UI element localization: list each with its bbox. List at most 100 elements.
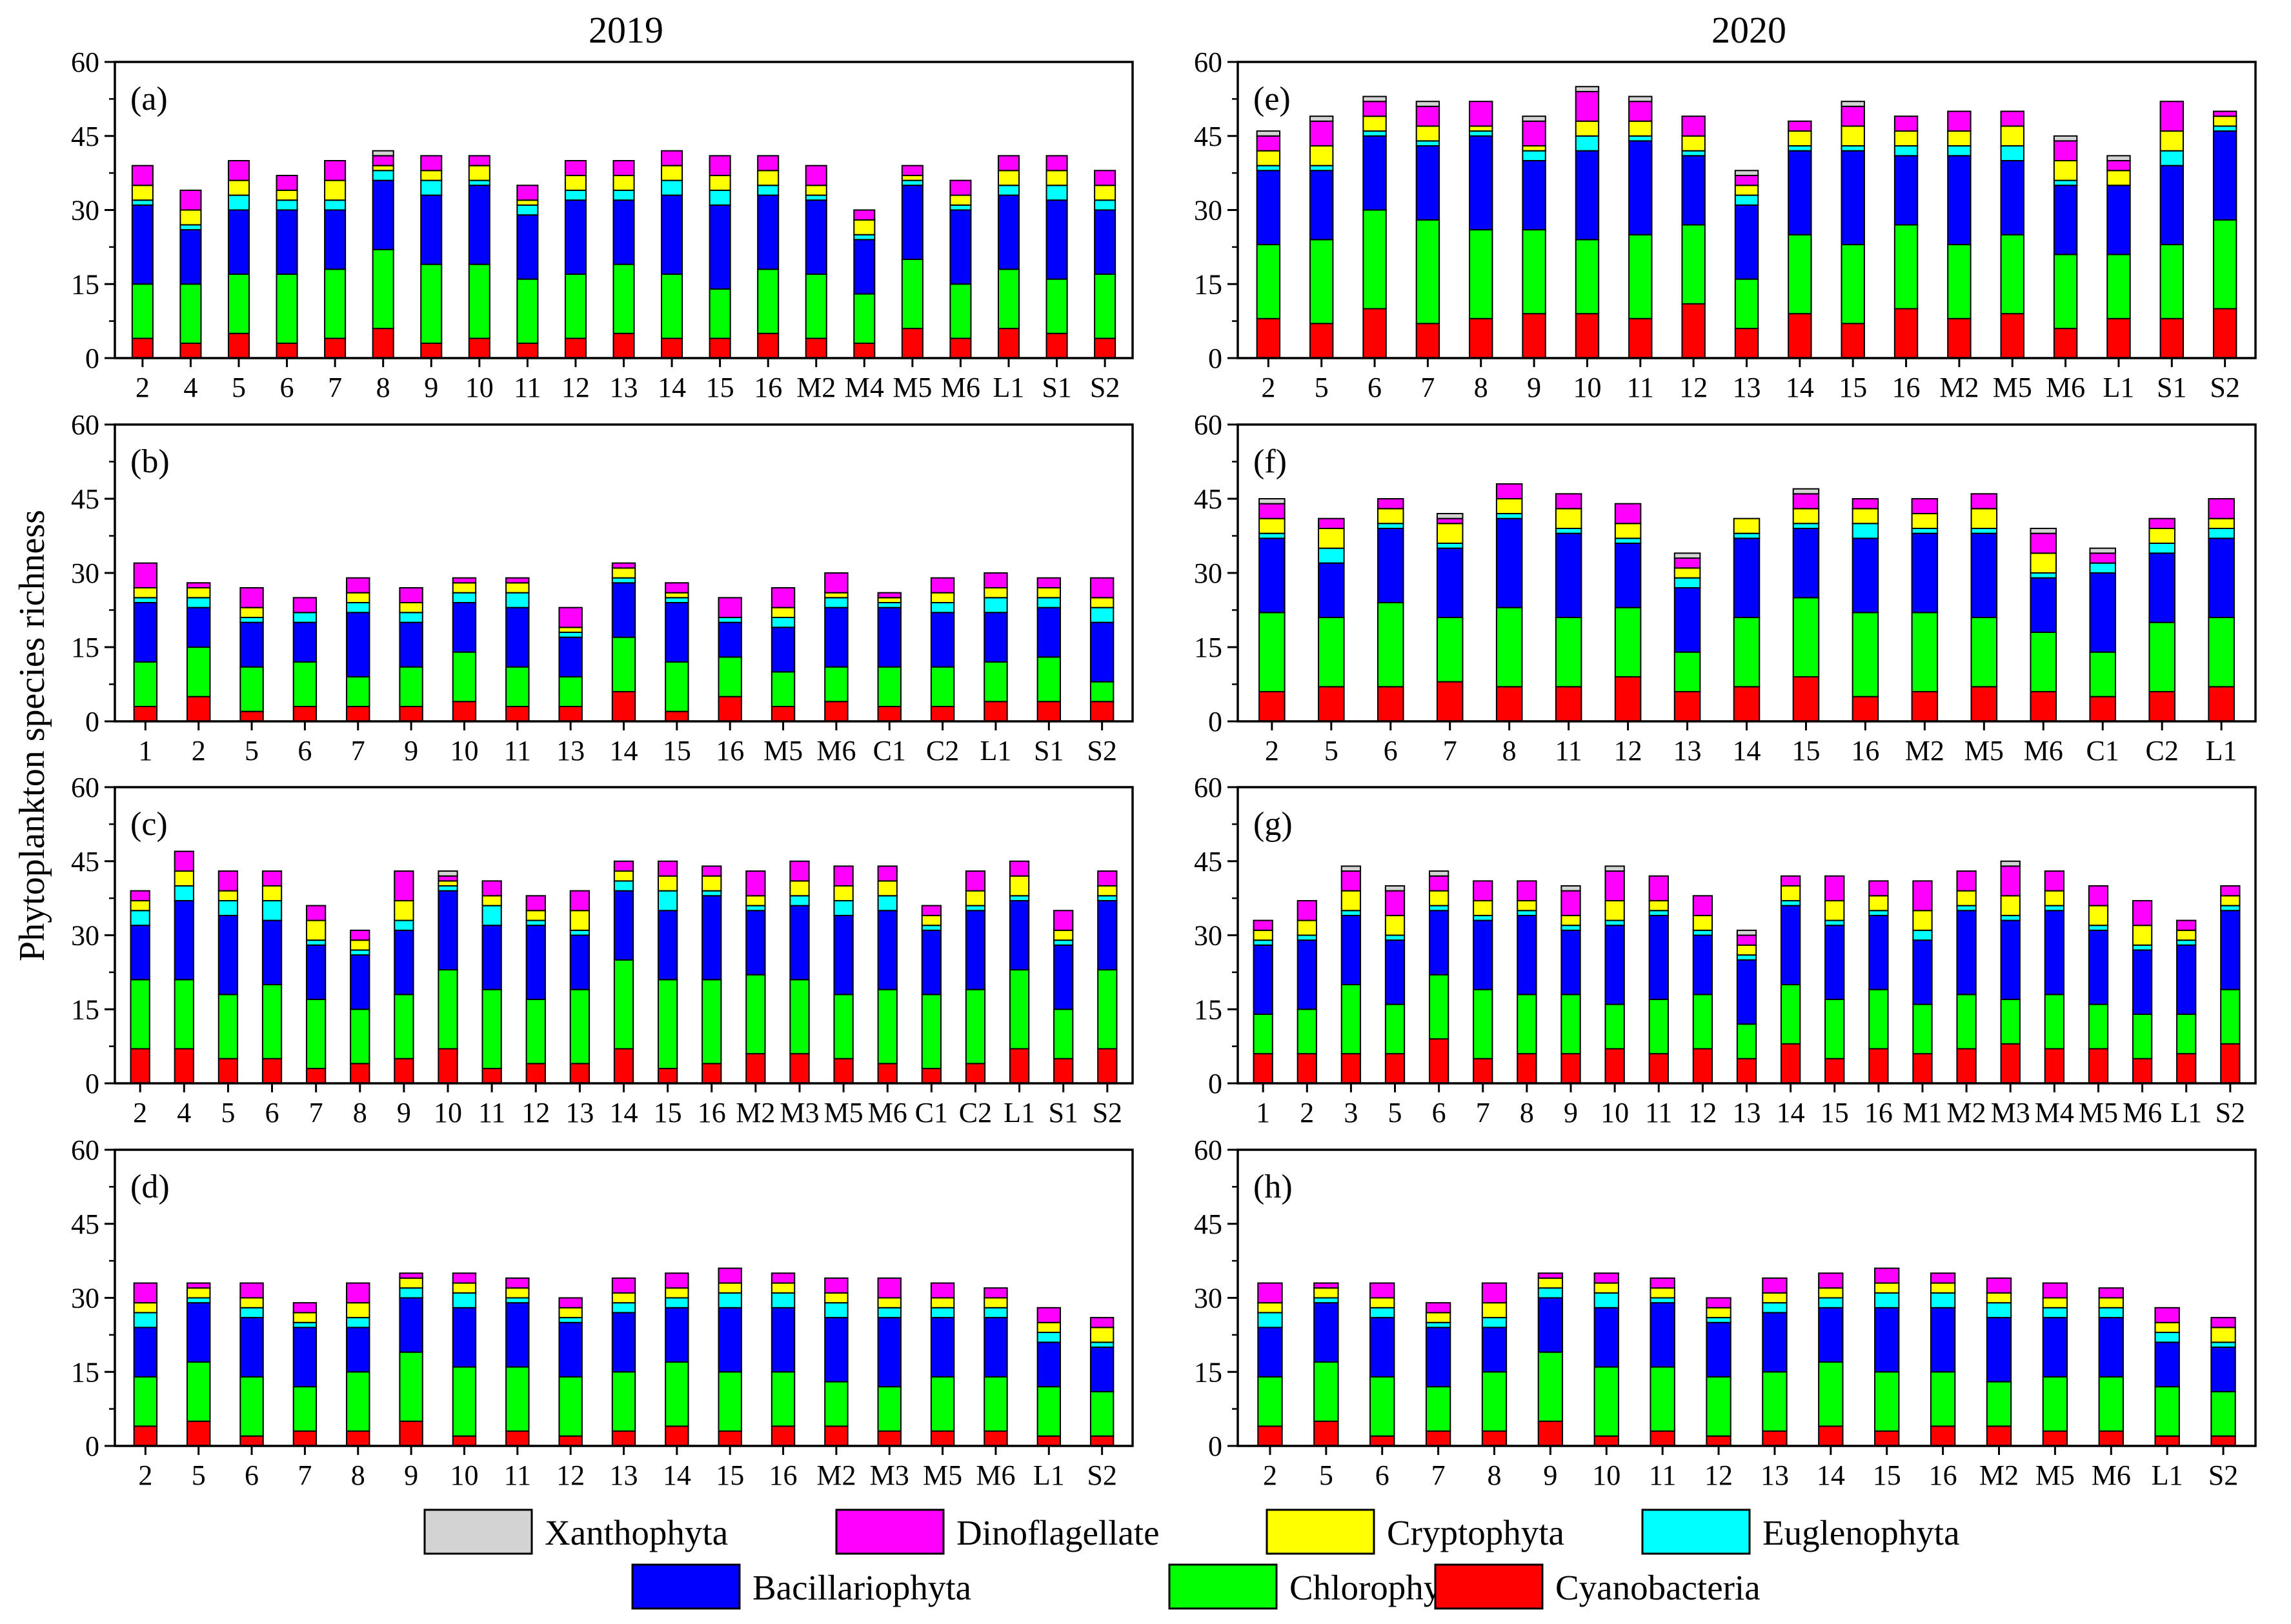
bar-segment-cyanobacteria: [1429, 1038, 1449, 1085]
bar-segment-euglenophyta: [718, 1292, 742, 1308]
bar-segment-cryptophyta: [1297, 919, 1317, 936]
bar-segment-cyanobacteria: [965, 1063, 986, 1085]
x-tick-label: 10: [1600, 1097, 1629, 1128]
bar-segment-chlorophyta: [452, 651, 477, 703]
y-tick-label: 60: [1194, 1134, 1222, 1166]
bar-segment-cyanobacteria: [718, 696, 742, 722]
bar-segment-cyanobacteria: [186, 1420, 211, 1447]
y-tick-label: 30: [71, 557, 99, 589]
bar-segment-chlorophyta: [930, 1376, 955, 1432]
bar-segment-euglenophyta: [745, 905, 766, 912]
bar-segment-cyanobacteria: [239, 1435, 264, 1447]
x-tick-label: 12: [1614, 735, 1642, 767]
bar-segment-dinoflagellate: [1257, 1282, 1283, 1304]
bar-segment-euglenophyta: [2098, 1307, 2124, 1319]
bar-segment-chlorophyta: [130, 979, 150, 1050]
bar-segment-euglenophyta: [949, 204, 972, 211]
bar-segment-dinoflagellate: [709, 155, 731, 176]
bar-segment-dinoflagellate: [186, 582, 211, 588]
bar-segment-cryptophyta: [1097, 885, 1118, 897]
x-tick-label: S2: [2215, 1097, 2245, 1128]
bar-segment-bacillariophyta: [2000, 160, 2024, 236]
bar-segment-cryptophyta: [131, 185, 154, 201]
bar-segment-chlorophyta: [1369, 1376, 1395, 1437]
x-tick-label: 7: [298, 1459, 312, 1491]
bar-segment-cryptophyta: [1947, 130, 1972, 147]
bar-segment-dinoflagellate: [984, 572, 1008, 588]
bar-segment-dinoflagellate: [757, 155, 780, 172]
x-tick-label: 8: [1502, 735, 1517, 767]
bar-segment-cyanobacteria: [2098, 1430, 2124, 1447]
bar-segment-cyanobacteria: [1824, 1058, 1845, 1084]
x-tick-label: 4: [183, 372, 197, 403]
bar-segment-chlorophyta: [789, 979, 810, 1055]
bar-segment-bacillariophyta: [1593, 1307, 1619, 1368]
bar-segment-cyanobacteria: [1258, 691, 1286, 722]
bar-segment-dinoflagellate: [1362, 101, 1387, 117]
bar-segment-cyanobacteria: [292, 1430, 318, 1447]
x-tick-label: 11: [1555, 735, 1582, 767]
x-tick-label: C1: [2086, 735, 2119, 767]
bar-segment-xanthophyta: [1258, 498, 1286, 505]
x-tick-label: 6: [265, 1097, 279, 1128]
y-tick-label: 15: [71, 1356, 99, 1388]
panel-h: 0 15 30 45 60 2 5 6 7 8 9 10 11 12 13 14 15 16 M2 M5 M6 L1 S2 (…: [1194, 1134, 2257, 1491]
bar-segment-bacillariophyta: [1036, 606, 1062, 658]
x-tick-label: 7: [309, 1097, 323, 1128]
bar-segment-dinoflagellate: [1340, 870, 1362, 892]
bar-segment-cryptophyta: [261, 885, 283, 901]
x-tick-label: 11: [478, 1097, 505, 1128]
bar-segment-chlorophyta: [174, 979, 194, 1050]
bar-segment-bacillariophyta: [1340, 914, 1362, 986]
bar-segment-dinoflagellate: [2208, 498, 2235, 519]
bar-segment-cyanobacteria: [661, 337, 683, 359]
bar-segment-bacillariophyta: [1009, 899, 1030, 971]
bar-segment-dinoflagellate: [611, 562, 636, 569]
bar-segment-dinoflagellate: [824, 1277, 849, 1294]
bar-segment-euglenophyta: [1036, 1332, 1062, 1343]
bar-segment-bacillariophyta: [921, 929, 942, 996]
bar-segment-cryptophyta: [564, 174, 587, 191]
bar-segment-cyanobacteria: [1253, 1053, 1273, 1084]
y-tick-label: 15: [1194, 1356, 1222, 1388]
bar-segment-cyanobacteria: [2148, 691, 2175, 722]
bar-segment-cryptophyta: [2088, 905, 2109, 927]
bar-segment-chlorophyta: [1362, 209, 1387, 310]
bar-segment-cyanobacteria: [1956, 1048, 1977, 1084]
bar-segment-bacillariophyta: [1257, 1327, 1283, 1378]
x-tick-label: 7: [1443, 735, 1457, 767]
bar-segment-cryptophyta: [276, 189, 298, 201]
plot-frame: [114, 61, 1134, 359]
bar-segment-bacillariophyta: [1318, 562, 1345, 619]
x-tick-label: 5: [221, 1097, 235, 1128]
bar-segment-bacillariophyta: [1681, 155, 1706, 226]
bar-segment-cyanobacteria: [292, 706, 318, 722]
bar-segment-bacillariophyta: [306, 944, 327, 1000]
bar-segment-cyanobacteria: [564, 337, 587, 359]
bar-segment-bacillariophyta: [1628, 140, 1653, 236]
plot-frame: [114, 423, 1134, 723]
bar-segment-euglenophyta: [1097, 895, 1118, 901]
bar-segment-chlorophyta: [261, 984, 283, 1059]
x-tick-label: 2: [1263, 1459, 1277, 1491]
plot-frame: [114, 1148, 1134, 1447]
bar-segment-chlorophyta: [877, 1386, 902, 1432]
bar-segment-bacillariophyta: [1481, 1327, 1508, 1373]
bar-segment-cryptophyta: [174, 870, 194, 887]
bar-segment-euglenophyta: [824, 1302, 849, 1319]
bar-segment-dinoflagellate: [771, 587, 796, 608]
bar-segment-euglenophyta: [569, 929, 590, 936]
bar-segment-chlorophyta: [1947, 244, 1972, 319]
bar-segment-cryptophyta: [757, 170, 780, 186]
bar-segment-cryptophyta: [771, 1282, 796, 1294]
bar-segment-cyanobacteria: [1692, 1048, 1713, 1084]
bar-segment-dinoflagellate: [1824, 875, 1845, 901]
bar-segment-euglenophyta: [2030, 572, 2057, 579]
bar-segment-dinoflagellate: [665, 582, 689, 594]
x-tick-label: L1: [2103, 372, 2135, 403]
bar-segment-bacillariophyta: [1780, 905, 1801, 985]
x-tick-label: 5: [232, 372, 246, 403]
bar-segment-bacillariophyta: [1575, 150, 1600, 241]
bar-segment-xanthophyta: [1340, 865, 1362, 872]
bar-segment-euglenophyta: [2044, 905, 2064, 912]
